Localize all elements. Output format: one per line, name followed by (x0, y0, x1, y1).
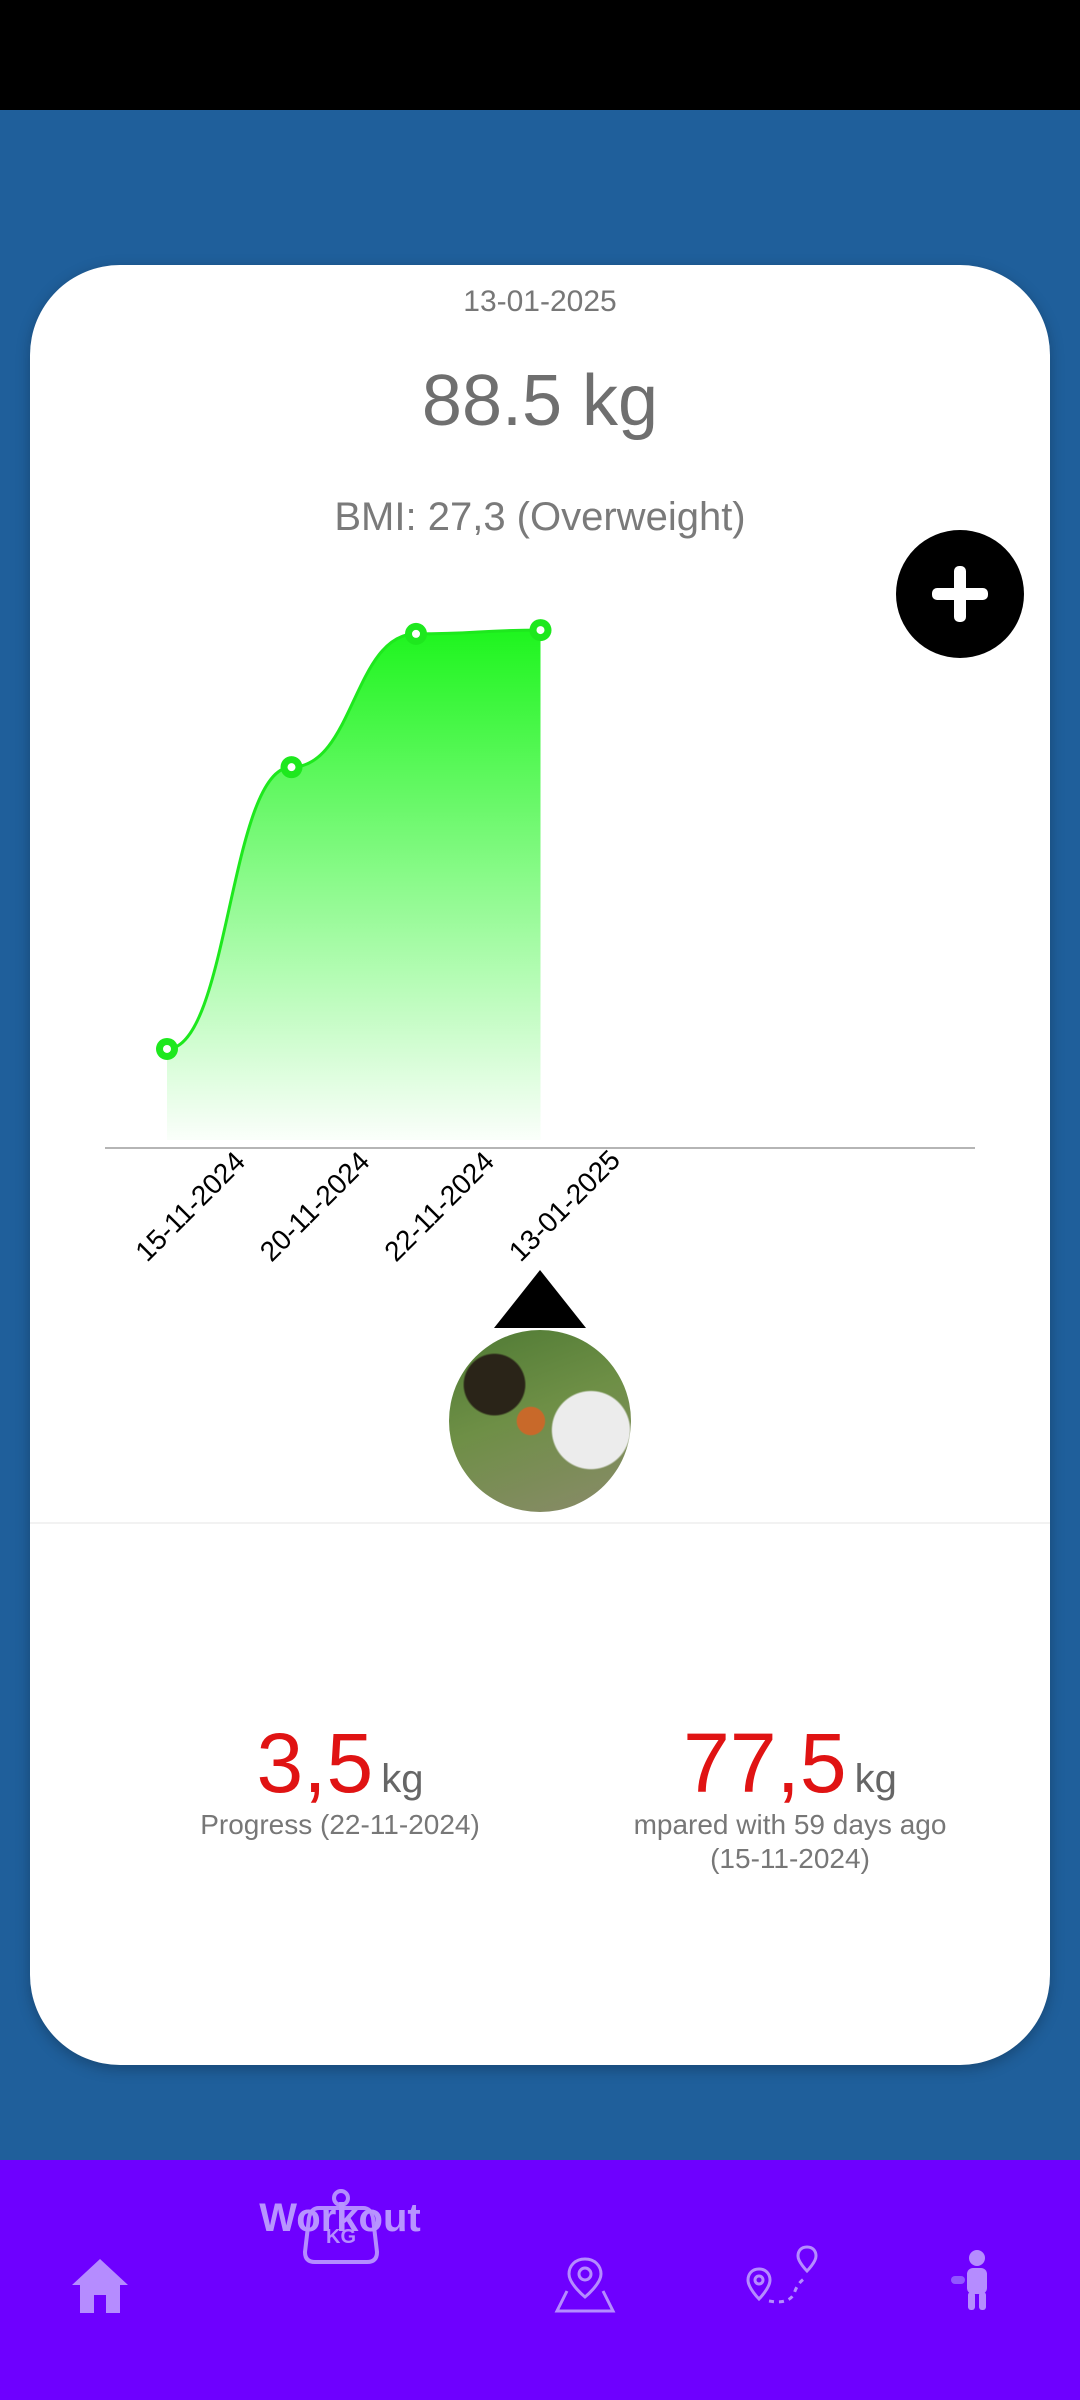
weight-area-fill (167, 630, 541, 1140)
progress-unit: kg (381, 1757, 424, 1801)
nav-item-profile[interactable] (940, 2240, 1010, 2320)
data-point-center-2 (412, 629, 420, 638)
nav-label-workout: Workout (259, 2196, 421, 2240)
x-tick-label: 22-11-2024 (378, 1146, 500, 1268)
compared-label: mpared with 59 days ago (15-11-2024) (633, 1809, 947, 1874)
current-weight: 88.5 kg (421, 361, 659, 441)
add-weight-button[interactable] (896, 530, 1024, 658)
route-icon (746, 2245, 818, 2304)
compared-stat: 77,5 kg mpared with 59 days ago (15-11-20… (590, 1715, 990, 1876)
weight-chart: 15-11-2024 20-11-2024 22-11-2024 13-01-2025 (105, 619, 975, 1268)
current-date: 13-01-2025 (463, 285, 617, 318)
map-pin-icon (554, 2257, 616, 2313)
compared-unit: kg (854, 1757, 897, 1801)
nav-item-home[interactable] (60, 2245, 140, 2325)
status-bar (0, 0, 1080, 110)
progress-label: Progress (22-11-2024) (200, 1809, 480, 1840)
home-icon (72, 2259, 128, 2313)
weight-kg-icon: KG (302, 2189, 380, 2264)
weight-series-line (166, 628, 541, 1051)
nav-item-route[interactable] (740, 2238, 830, 2318)
compared-value: 77,5 (683, 1716, 847, 1810)
data-point-center-1 (287, 763, 296, 772)
progress-value: 3,5 (256, 1716, 374, 1810)
svg-text:KG: KG (326, 2226, 356, 2248)
plus-icon (932, 566, 988, 622)
x-tick-label: 15-11-2024 (129, 1146, 251, 1268)
nav-item-map[interactable] (545, 2245, 625, 2325)
profile-photo[interactable] (449, 1330, 631, 1512)
x-tick-label: 20-11-2024 (254, 1146, 376, 1268)
person-icon (951, 2250, 987, 2310)
data-point-center-0 (163, 1044, 171, 1053)
divider (30, 1522, 1050, 1524)
selected-point-pointer (494, 1270, 586, 1328)
bottom-nav: KG Workout (0, 2160, 1080, 2400)
data-point-center-3 (536, 626, 545, 635)
bmi-label: BMI: 27,3 (Overweight) (334, 495, 746, 539)
x-tick-label: 13-01-2025 (503, 1144, 626, 1267)
nav-item-workout[interactable]: KG (295, 2182, 387, 2274)
weight-card: 13-01-2025 88.5 kg BMI: 27,3 (Overweight… (30, 265, 1050, 2065)
progress-stat: 3,5 kg Progress (22-11-2024) (140, 1715, 540, 1842)
